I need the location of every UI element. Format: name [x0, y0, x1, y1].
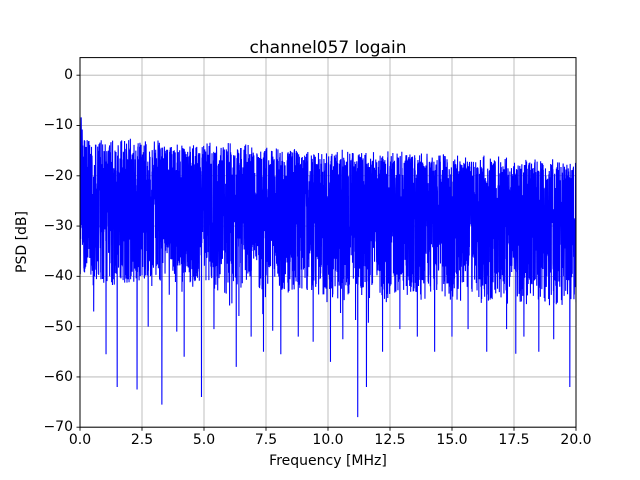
psd-figure: channel057 logain Frequency [MHz] PSD [d…: [0, 0, 640, 480]
psd-plot-canvas: [0, 0, 640, 480]
